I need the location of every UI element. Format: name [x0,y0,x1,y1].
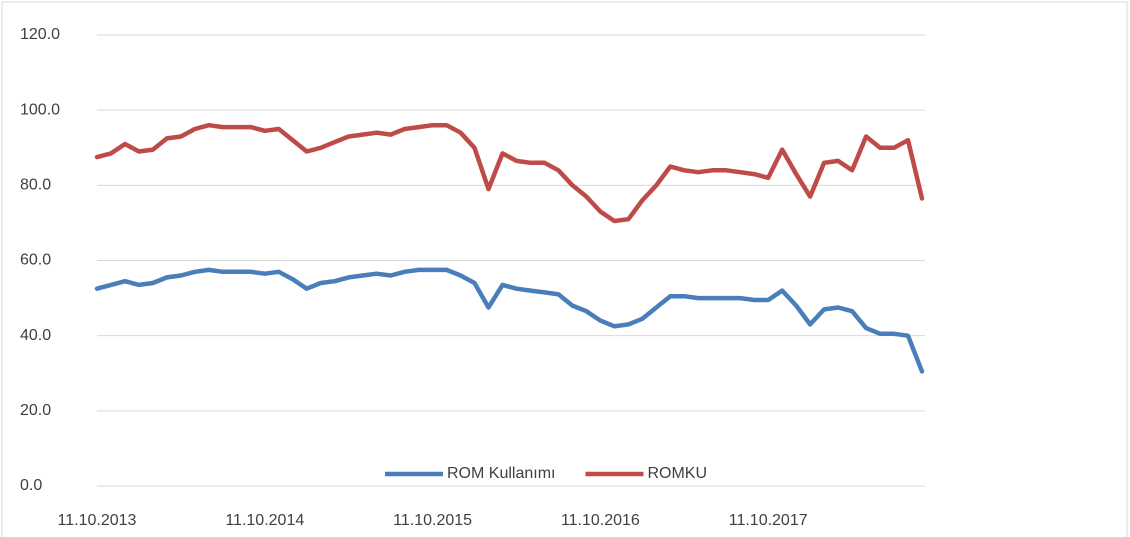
series-line [94,122,925,224]
x-tick-label: 11.10.2017 [729,512,808,529]
legend-label: ROMKU [647,465,707,482]
x-tick-label: 11.10.2013 [58,512,137,529]
y-tick-label: 80.0 [20,177,51,194]
y-tick-label: 60.0 [20,252,51,269]
y-tick-label: 0.0 [20,477,42,494]
x-tick-label: 11.10.2014 [225,512,304,529]
x-tick-label: 11.10.2015 [393,512,472,529]
y-tick-label: 100.0 [20,101,60,118]
series-line [94,267,925,374]
y-tick-label: 120.0 [20,26,60,43]
legend-label: ROM Kullanımı [447,465,555,482]
x-tick-label: 11.10.2016 [561,512,640,529]
y-tick-label: 20.0 [20,402,51,419]
y-tick-label: 40.0 [20,327,51,344]
